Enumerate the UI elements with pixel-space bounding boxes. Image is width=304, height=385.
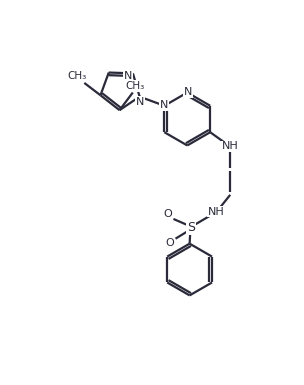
- Text: O: O: [165, 238, 174, 248]
- Text: N: N: [136, 97, 144, 107]
- Text: CH₃: CH₃: [67, 72, 87, 82]
- Text: S: S: [187, 221, 195, 234]
- Text: CH₃: CH₃: [126, 81, 145, 91]
- Text: N: N: [160, 100, 168, 110]
- Text: O: O: [163, 209, 172, 219]
- Text: N: N: [184, 87, 192, 97]
- Text: N: N: [123, 71, 132, 81]
- Text: NH: NH: [222, 141, 239, 151]
- Text: NH: NH: [208, 207, 224, 217]
